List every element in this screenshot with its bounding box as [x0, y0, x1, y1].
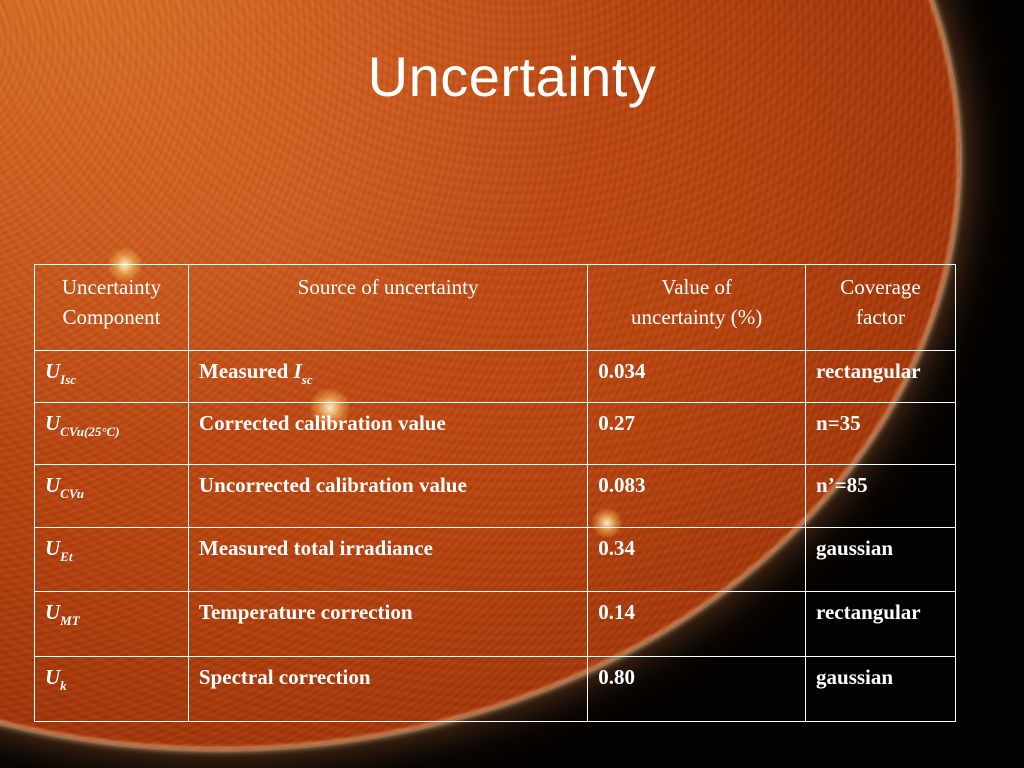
table-row: UIsc Measured Isc 0.034 rectangular — [34, 350, 956, 403]
source-cell: Corrected calibration value — [187, 402, 589, 465]
value-cell: 0.034 — [587, 350, 807, 403]
source-cell: Measured Isc — [187, 350, 589, 403]
header-source-of-uncertainty: Source of uncertainty — [187, 264, 589, 351]
coverage-cell: n’=85 — [805, 464, 956, 528]
component-cell: UCVu — [34, 464, 189, 528]
header-uncertainty-component: Uncertainty Component — [34, 264, 189, 351]
component-cell: UMT — [34, 591, 189, 657]
source-cell: Uncorrected calibration value — [187, 464, 589, 528]
coverage-cell: gaussian — [805, 527, 956, 592]
coverage-cell: rectangular — [805, 591, 956, 657]
component-cell: Uk — [34, 656, 189, 722]
table-row: UCVu(25°C) Corrected calibration value 0… — [34, 402, 956, 465]
table-row: UMT Temperature correction 0.14 rectangu… — [34, 591, 956, 657]
table-header-row: Uncertainty Component Source of uncertai… — [34, 264, 956, 351]
component-cell: UIsc — [34, 350, 189, 403]
component-cell: UEt — [34, 527, 189, 592]
slide-title: Uncertainty — [367, 45, 657, 108]
header-coverage-factor: Coverage factor — [805, 264, 956, 351]
table-row: UEt Measured total irradiance 0.34 gauss… — [34, 527, 956, 592]
header-value-of-uncertainty: Value of uncertainty (%) — [587, 264, 807, 351]
value-cell: 0.80 — [587, 656, 807, 722]
source-cell: Temperature correction — [187, 591, 589, 657]
coverage-cell: rectangular — [805, 350, 956, 403]
value-cell: 0.083 — [587, 464, 807, 528]
uncertainty-table: Uncertainty Component Source of uncertai… — [34, 264, 956, 722]
source-cell: Spectral correction — [187, 656, 589, 722]
coverage-cell: n=35 — [805, 402, 956, 465]
value-cell: 0.34 — [587, 527, 807, 592]
value-cell: 0.14 — [587, 591, 807, 657]
coverage-cell: gaussian — [805, 656, 956, 722]
component-cell: UCVu(25°C) — [34, 402, 189, 465]
source-cell: Measured total irradiance — [187, 527, 589, 592]
table-row: UCVu Uncorrected calibration value 0.083… — [34, 464, 956, 528]
value-cell: 0.27 — [587, 402, 807, 465]
table-row: Uk Spectral correction 0.80 gaussian — [34, 656, 956, 722]
